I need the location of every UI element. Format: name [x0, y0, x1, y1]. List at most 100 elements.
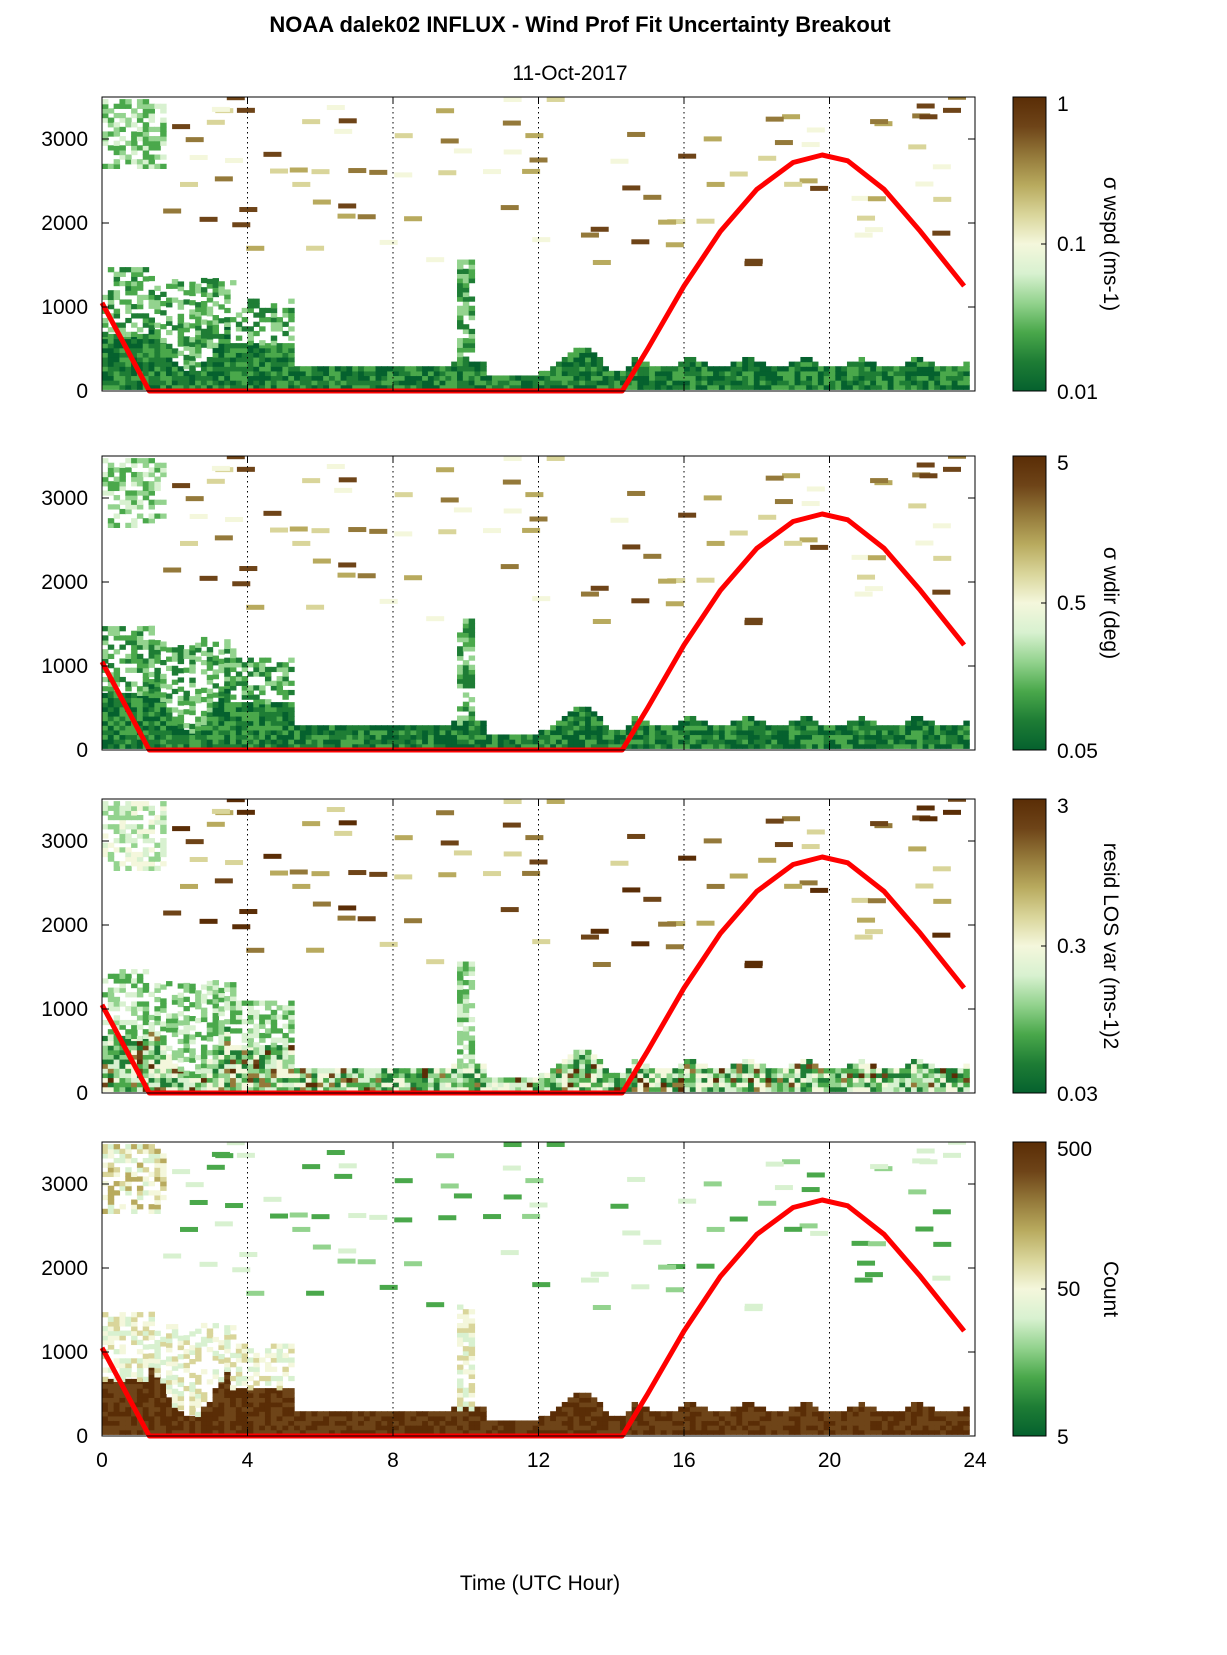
- heatmap-cell: [119, 103, 126, 109]
- heatmap-cell: [299, 380, 307, 386]
- heatmap-cell: [102, 1392, 109, 1398]
- heatmap-cell: [857, 215, 876, 221]
- heatmap-cell: [218, 1406, 225, 1412]
- heatmap-cell: [136, 626, 144, 632]
- heatmap-cell: [410, 1068, 417, 1074]
- heatmap-cell: [338, 477, 357, 483]
- heatmap-cell: [270, 702, 278, 708]
- heatmap-cell: [119, 280, 126, 287]
- heatmap-cell: [241, 662, 249, 668]
- heatmap-cell: [113, 729, 121, 736]
- heatmap-cell: [724, 380, 732, 386]
- heatmap-cell: [125, 99, 132, 105]
- heatmap-cell: [416, 375, 423, 381]
- heatmap-cell: [631, 356, 639, 363]
- heatmap-cell: [102, 1388, 109, 1394]
- heatmap-cell: [870, 729, 877, 736]
- heatmap-cell: [602, 1086, 609, 1092]
- heatmap-cell: [940, 1077, 947, 1083]
- heatmap-cell: [381, 1072, 388, 1079]
- heatmap-cell: [224, 1429, 231, 1435]
- heatmap-cell: [916, 739, 924, 745]
- heatmap-cell: [491, 1082, 499, 1088]
- heatmap-cell: [113, 333, 121, 340]
- heatmap-cell: [113, 308, 121, 314]
- heatmap-cell: [934, 1082, 941, 1088]
- heatmap-cell: [125, 978, 132, 984]
- heatmap-cell: [131, 1383, 138, 1389]
- heatmap-cell: [928, 380, 935, 386]
- heatmap-cell: [235, 326, 243, 332]
- heatmap-cell: [800, 380, 807, 386]
- heatmap-cell: [684, 356, 691, 363]
- heatmap-cell: [131, 644, 138, 650]
- heatmap-cell: [160, 310, 167, 316]
- heatmap-cell: [660, 725, 668, 731]
- heatmap-cell: [538, 1072, 545, 1079]
- heatmap-cell: [294, 739, 301, 745]
- heatmap-cell: [218, 686, 225, 692]
- heatmap-cell: [282, 1072, 289, 1079]
- heatmap-cell: [445, 375, 452, 381]
- heatmap-cell: [544, 739, 551, 745]
- heatmap-cell: [125, 1367, 132, 1373]
- heatmap-cell: [206, 665, 214, 671]
- heatmap-cell: [468, 375, 476, 381]
- heatmap-cell: [695, 743, 703, 749]
- heatmap-cell: [462, 627, 470, 633]
- heatmap-cell: [264, 1077, 272, 1083]
- heatmap-cell: [125, 495, 132, 501]
- heatmap-cell: [160, 467, 167, 473]
- heatmap-cell: [247, 380, 254, 386]
- heatmap-cell: [462, 287, 470, 293]
- heatmap-cell: [841, 1086, 848, 1092]
- heatmap-cell: [131, 145, 138, 151]
- heatmap-cell: [183, 1015, 190, 1021]
- heatmap-cell: [678, 725, 685, 731]
- heatmap-cell: [172, 124, 191, 130]
- heatmap-cell: [136, 865, 144, 871]
- heatmap-cell: [753, 370, 761, 377]
- heatmap-cell: [102, 1035, 109, 1042]
- heatmap-cell: [113, 1086, 121, 1092]
- heatmap-cell: [695, 1082, 703, 1088]
- heatmap-cell: [573, 725, 580, 731]
- heatmap-cell: [538, 734, 545, 740]
- heatmap-cell: [940, 1068, 947, 1074]
- heatmap-cell: [206, 1406, 214, 1412]
- heatmap-cell: [526, 380, 534, 386]
- heatmap-cell: [212, 1012, 219, 1018]
- heatmap-cell: [136, 481, 144, 487]
- heatmap-cell: [457, 1035, 464, 1041]
- heatmap-cell: [788, 1068, 796, 1074]
- heatmap-cell: [922, 725, 930, 731]
- heatmap-cell: [317, 380, 324, 386]
- heatmap-cell: [806, 1068, 813, 1074]
- heatmap-cell: [218, 743, 225, 749]
- heatmap-cell: [119, 861, 126, 867]
- heatmap-cell: [189, 1372, 196, 1379]
- heatmap-cell: [427, 743, 435, 749]
- heatmap-cell: [218, 711, 225, 717]
- heatmap-cell: [934, 370, 941, 377]
- heatmap-cell: [183, 699, 190, 706]
- heatmap-cell: [189, 364, 196, 371]
- heatmap-cell: [195, 698, 202, 704]
- heatmap-cell: [585, 375, 592, 381]
- heatmap-cell: [142, 322, 150, 328]
- heatmap-cell: [457, 632, 464, 638]
- heatmap-cell: [177, 739, 185, 745]
- heatmap-cell: [107, 352, 115, 358]
- heatmap-cell: [788, 1063, 796, 1069]
- heatmap-cell: [684, 366, 691, 372]
- heatmap-cell: [113, 485, 121, 492]
- heatmap-cell: [462, 259, 470, 265]
- heatmap-cell: [200, 277, 208, 284]
- heatmap-cell: [928, 729, 935, 736]
- heatmap-cell: [183, 1024, 190, 1030]
- heatmap-cell: [148, 1425, 155, 1431]
- heatmap-cell: [102, 715, 109, 722]
- heatmap-cell: [323, 1077, 330, 1083]
- heatmap-cell: [427, 384, 435, 390]
- heatmap-cell: [433, 739, 441, 745]
